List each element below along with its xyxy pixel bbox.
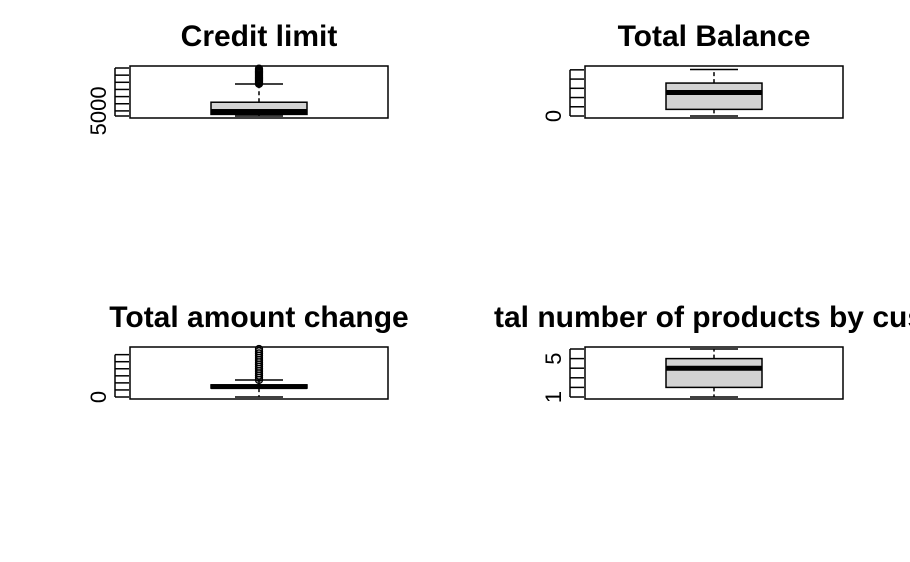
y-tick-label: 1 [541, 391, 566, 403]
y-tick-label: 0 [541, 110, 566, 122]
boxplot-panel-2: Total Balance 0 [541, 20, 844, 122]
plot-frame [584, 346, 844, 400]
panel-title: tal number of products by cust [494, 301, 910, 334]
iqr-box [665, 82, 763, 111]
boxplot-panel-1: Credit limit 5000 [86, 20, 389, 135]
panel-title: Total Balance [618, 20, 811, 53]
plot-frame [129, 346, 389, 400]
outlier-point [254, 344, 264, 354]
boxplot-panel-3: Total amount change 0 [86, 301, 409, 403]
y-tick-label: 5000 [86, 86, 111, 135]
plot-frame [584, 65, 844, 119]
boxplot-panel-4: tal number of products by cust 1 5 [494, 301, 910, 403]
y-tick-label: 0 [86, 391, 111, 403]
panel-title: Credit limit [181, 20, 338, 53]
outlier-point [254, 64, 264, 73]
iqr-box [665, 357, 763, 389]
plot-frame [129, 65, 389, 119]
panel-title: Total amount change [109, 301, 408, 334]
y-tick-label: 5 [541, 352, 566, 364]
